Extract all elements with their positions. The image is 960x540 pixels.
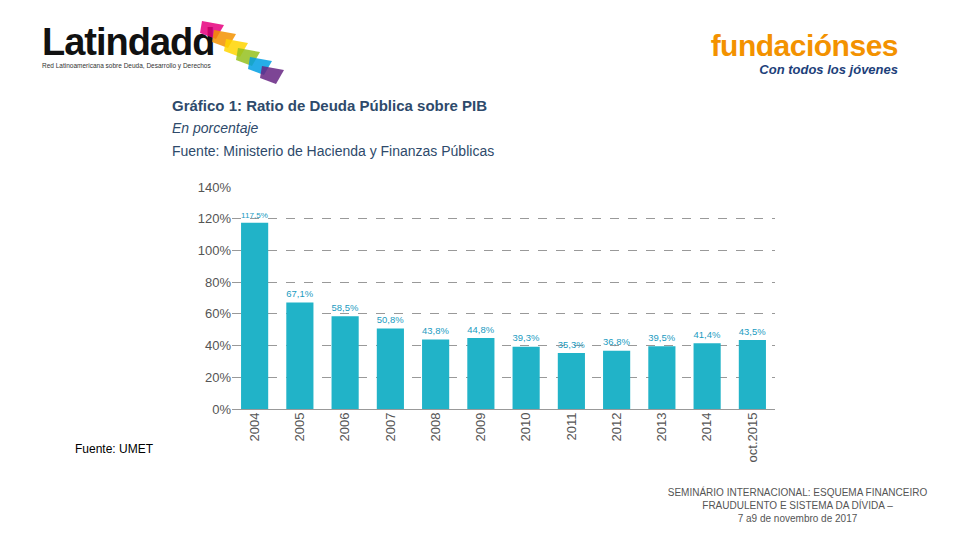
svg-text:58,5%: 58,5%	[332, 302, 359, 313]
svg-text:120%: 120%	[198, 211, 232, 226]
html-text:Red Latinoamericana sobre Deud: Red Latinoamericana sobre Deuda, Desarro…	[42, 62, 211, 69]
svg-text:41,4%: 41,4%	[694, 329, 721, 340]
svg-text:2008: 2008	[428, 413, 443, 442]
svg-text:60%: 60%	[205, 306, 231, 321]
svg-text:20%: 20%	[205, 370, 231, 385]
svg-text:2013: 2013	[654, 413, 669, 442]
svg-text:43,5%: 43,5%	[739, 326, 766, 337]
svg-text:Fuente: UMET: Fuente: UMET	[75, 442, 154, 456]
svg-text:2005: 2005	[292, 413, 307, 442]
svg-text:2009: 2009	[473, 413, 488, 442]
svg-text:117,5%: 117,5%	[241, 211, 268, 220]
svg-text:100%: 100%	[198, 243, 232, 258]
svg-text:40%: 40%	[205, 338, 231, 353]
svg-text:2007: 2007	[383, 413, 398, 442]
svg-text:2014: 2014	[699, 413, 714, 442]
svg-text:140%: 140%	[198, 180, 232, 195]
svg-text:Fuente: Ministerio de Hacienda: Fuente: Ministerio de Hacienda y Finanza…	[172, 143, 494, 159]
svg-text:36,8%: 36,8%	[603, 336, 630, 347]
svg-text:44,8%: 44,8%	[467, 324, 494, 335]
svg-text:oct.2015: oct.2015	[745, 413, 760, 463]
svg-text:39,3%: 39,3%	[513, 332, 540, 343]
svg-text:2004: 2004	[247, 413, 262, 442]
html-text:fundaciónses: fundaciónses	[710, 29, 898, 62]
html-text:SEMINÁRIO INTERNACIONAL: ESQUE: SEMINÁRIO INTERNACIONAL: ESQUEMA FINANCE…	[667, 487, 928, 498]
svg-text:50,8%: 50,8%	[377, 314, 404, 325]
html-text:FRAUDULENTO E SISTEMA DA DÍVID: FRAUDULENTO E SISTEMA DA DÍVIDA –	[702, 500, 893, 511]
svg-text:En porcentaje: En porcentaje	[172, 120, 259, 136]
svg-text:39,5%: 39,5%	[648, 332, 675, 343]
html-text:7 a9 de novembro de 2017: 7 a9 de novembro de 2017	[737, 513, 858, 524]
svg-text:0%: 0%	[212, 402, 231, 417]
svg-text:35,3%: 35,3%	[558, 339, 585, 350]
svg-text:Gráfico 1: Ratio de Deuda Públ: Gráfico 1: Ratio de Deuda Pública sobre …	[172, 97, 487, 114]
svg-text:2010: 2010	[518, 413, 533, 442]
html-text:Con todos los jóvenes: Con todos los jóvenes	[759, 62, 898, 77]
svg-text:43,8%: 43,8%	[422, 325, 449, 336]
html-text:Latindadd: Latindadd	[42, 21, 215, 63]
svg-text:80%: 80%	[205, 275, 231, 290]
svg-text:67,1%: 67,1%	[286, 288, 313, 299]
svg-text:2011: 2011	[564, 413, 579, 441]
svg-text:2012: 2012	[609, 413, 624, 442]
svg-text:2006: 2006	[337, 413, 352, 442]
